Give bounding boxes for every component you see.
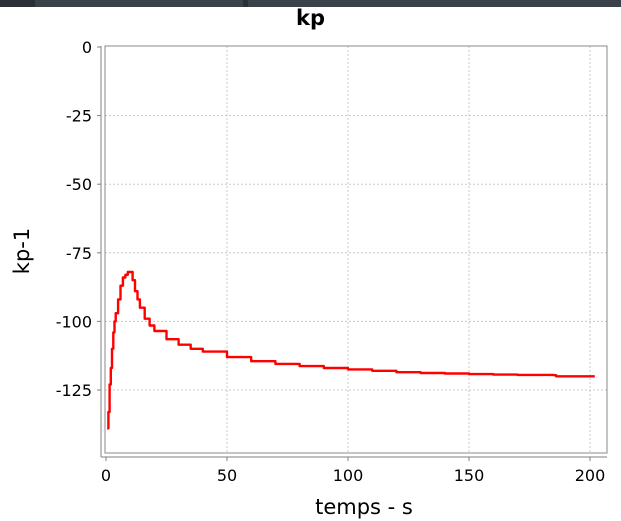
series-line xyxy=(107,270,595,430)
plot-frame xyxy=(104,45,608,454)
y-tick-label: -25 xyxy=(66,107,92,126)
y-tick-label: -125 xyxy=(56,381,92,400)
y-axis-label: kp-1 xyxy=(10,228,34,274)
chart-title: kp xyxy=(296,6,325,30)
x-axis-label: temps - s xyxy=(315,495,413,519)
window-top-bar-segment-right xyxy=(248,0,621,7)
y-tick-label: -50 xyxy=(66,175,92,194)
window-top-bar xyxy=(0,0,621,7)
x-tick-label: 100 xyxy=(333,466,364,485)
x-tick-label: 200 xyxy=(575,466,606,485)
window-top-bar-segment-left xyxy=(35,0,243,7)
plot-background xyxy=(105,46,607,453)
axis-ticks: 0 50 100 150 200 0 -25 -50 -75 -100 -125 xyxy=(56,38,606,485)
x-tick-label: 0 xyxy=(101,466,111,485)
y-tick-label: -75 xyxy=(66,244,92,263)
y-tick-label: -100 xyxy=(56,312,92,331)
y-tick-label: 0 xyxy=(82,38,92,57)
x-tick-label: 50 xyxy=(217,466,237,485)
data-series xyxy=(107,270,595,430)
x-tick-label: 150 xyxy=(454,466,485,485)
